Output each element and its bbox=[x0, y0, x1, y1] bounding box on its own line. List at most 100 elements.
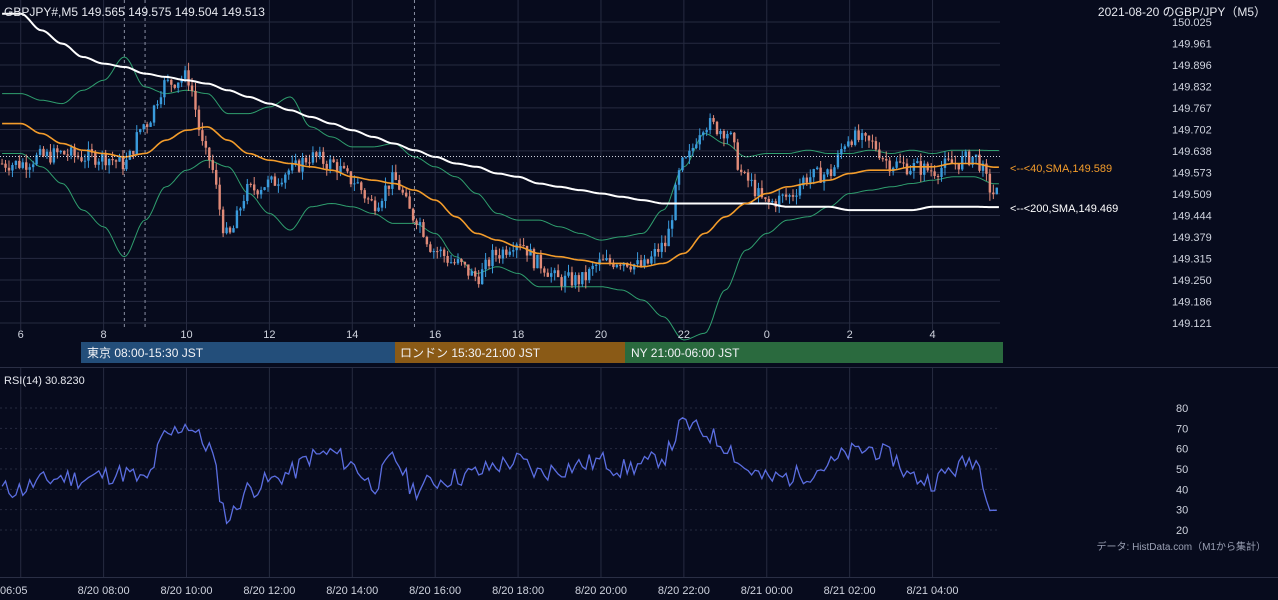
candle-bull bbox=[512, 250, 515, 252]
candle-bull bbox=[536, 254, 539, 269]
candle-bear bbox=[252, 184, 256, 191]
time-tick-label: 8/20 22:00 bbox=[658, 585, 710, 597]
candle-bear bbox=[436, 251, 439, 253]
candle-bear bbox=[881, 158, 885, 160]
time-tick-label: 8/20 12:00 bbox=[243, 585, 295, 597]
candle-bull bbox=[788, 195, 791, 197]
candle-bear bbox=[114, 160, 118, 162]
candle-bull bbox=[660, 242, 663, 252]
candle-bear bbox=[446, 256, 449, 263]
candle-bull bbox=[159, 97, 163, 105]
candle-bull bbox=[667, 228, 670, 247]
candle-bear bbox=[315, 152, 318, 157]
time-axis: 06:05 8/20 08:00 8/20 10:00 8/20 12:00 8/20 … bbox=[0, 585, 959, 597]
candle-bear bbox=[936, 175, 940, 178]
candle-bull bbox=[491, 249, 494, 267]
candle-bull bbox=[311, 152, 315, 163]
y-tick-label: 149.186 bbox=[1172, 296, 1212, 308]
candle-bear bbox=[49, 151, 52, 163]
session-tokyo-label: 東京 08:00-15:30 JST bbox=[87, 346, 204, 360]
candle-bear bbox=[871, 140, 874, 142]
candle-bear bbox=[805, 177, 809, 183]
candle-bear bbox=[885, 158, 888, 161]
candle-bull bbox=[826, 169, 829, 175]
candle-bull bbox=[681, 157, 684, 171]
candle-bear bbox=[228, 227, 232, 233]
candle-bull bbox=[163, 80, 166, 98]
candle-bull bbox=[567, 272, 570, 276]
candle-bear bbox=[349, 171, 353, 185]
candle-bull bbox=[277, 184, 280, 186]
candle-bear bbox=[743, 171, 746, 173]
candle-bull bbox=[52, 148, 56, 163]
candle-bull bbox=[69, 147, 73, 156]
rsi-panel-bg bbox=[0, 368, 1278, 578]
candle-bear bbox=[42, 148, 45, 156]
candle-bear bbox=[370, 199, 373, 201]
candle-bull bbox=[719, 130, 722, 135]
candle-bear bbox=[992, 192, 995, 195]
candle-bull bbox=[83, 160, 87, 162]
candle-bull bbox=[833, 167, 836, 176]
candle-bull bbox=[87, 149, 90, 161]
candle-bull bbox=[45, 151, 49, 156]
x-tick-label: 2 bbox=[847, 329, 853, 341]
candle-bull bbox=[695, 144, 698, 148]
sma200-label: <--<200,SMA,149.469 bbox=[1010, 203, 1118, 215]
candle-bear bbox=[145, 124, 149, 127]
candle-bear bbox=[629, 266, 632, 270]
candle-bull bbox=[280, 182, 284, 185]
candle-bear bbox=[767, 198, 771, 202]
candle-bear bbox=[221, 209, 225, 234]
session-ny-label: NY 21:00-06:00 JST bbox=[631, 346, 740, 360]
candle-bear bbox=[978, 154, 981, 171]
candle-bear bbox=[601, 259, 605, 261]
candle-bull bbox=[860, 133, 864, 140]
candle-bear bbox=[543, 268, 546, 273]
bollinger-lower bbox=[2, 153, 999, 341]
sma40-label: <--<40,SMA,149.589 bbox=[1010, 163, 1112, 175]
session-london-bar bbox=[395, 342, 625, 363]
y-tick-label: 149.767 bbox=[1172, 103, 1212, 115]
candle-bull bbox=[339, 165, 342, 173]
x-tick-label: 10 bbox=[180, 329, 192, 341]
candle-bull bbox=[135, 132, 138, 155]
candle-bull bbox=[28, 167, 31, 170]
candle-bull bbox=[632, 264, 636, 270]
candle-bear bbox=[170, 79, 173, 85]
main-y-axis: 150.025 149.961 149.896 149.832 149.767 149.7… bbox=[1172, 17, 1212, 330]
candle-bull bbox=[574, 275, 577, 286]
candle-bull bbox=[594, 264, 598, 266]
candle-bear bbox=[308, 162, 311, 164]
candle-bear bbox=[760, 188, 764, 198]
candle-bull bbox=[31, 164, 35, 168]
y-tick-label: 149.832 bbox=[1172, 81, 1212, 93]
candle-bear bbox=[539, 254, 543, 269]
candle-bull bbox=[701, 132, 705, 136]
candle-bear bbox=[950, 159, 954, 164]
candle-bull bbox=[650, 256, 653, 264]
candle-bull bbox=[225, 227, 228, 234]
candle-bull bbox=[21, 162, 25, 168]
candle-bull bbox=[128, 150, 132, 160]
candle-bull bbox=[183, 70, 187, 79]
candle-bull bbox=[995, 187, 998, 195]
candle-bull bbox=[239, 208, 242, 211]
candle-bear bbox=[273, 176, 277, 186]
candle-bear bbox=[111, 158, 114, 161]
candle-bull bbox=[101, 152, 104, 162]
rsi-y-tick: 70 bbox=[1176, 423, 1188, 435]
candle-bull bbox=[750, 179, 753, 181]
candle-bull bbox=[35, 154, 38, 165]
main-x-axis: 6 8 10 12 14 16 18 20 22 0 2 4 bbox=[18, 329, 936, 341]
candle-bull bbox=[432, 251, 436, 253]
candle-bull bbox=[380, 200, 384, 208]
candle-bear bbox=[474, 271, 477, 277]
candle-bear bbox=[791, 195, 795, 197]
rsi-y-tick: 80 bbox=[1176, 403, 1188, 415]
candle-bear bbox=[857, 130, 860, 140]
candle-bear bbox=[646, 259, 650, 264]
candle-bear bbox=[639, 260, 643, 267]
candle-bear bbox=[525, 245, 529, 256]
candle-bear bbox=[739, 169, 743, 172]
